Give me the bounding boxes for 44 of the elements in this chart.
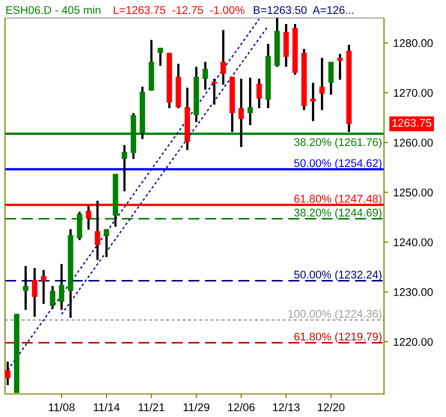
y-tick-label: 1230.00 (394, 288, 433, 296)
y-tick-label: 1220.00 (394, 338, 433, 346)
y-tick-label: 1280.00 (394, 39, 433, 48)
chart-title: ESH06.D - 405 min (6, 6, 100, 14)
candlestick (247, 76, 253, 126)
ref-line-label: 50.00% (1254.62) (294, 158, 382, 170)
candlestick (104, 228, 110, 258)
candlestick (256, 78, 262, 110)
candlestick (212, 78, 217, 106)
y-tick-label: 1240.00 (394, 238, 433, 246)
candlestick (122, 144, 128, 192)
x-tick-label: 11/21 (138, 403, 164, 412)
ref-line-label: 38.20% (1244.69) (294, 208, 382, 219)
candlestick (158, 46, 164, 67)
ref-line-label: 61.80% (1247.48) (294, 194, 382, 205)
text: B=1263.50 A=126... (254, 6, 354, 14)
candlestick (319, 56, 325, 112)
x-tick-label: 11/14 (94, 403, 120, 412)
ref-line-label: 100.00% (1224.36) (288, 310, 382, 320)
ref-line-label: 61.80% (1219.79) (294, 332, 382, 343)
candlestick (328, 60, 334, 96)
candlestick (40, 268, 46, 305)
candlestick (238, 78, 244, 148)
candlestick (22, 264, 28, 311)
candlestick (337, 52, 343, 81)
x-tick-label: 12/06 (228, 403, 255, 412)
candlestick (220, 28, 226, 86)
y-tick-label: 1270.00 (394, 88, 433, 97)
ref-line-label: 38.20% (1261.76) (294, 138, 382, 148)
y-tick-label: 1250.00 (394, 188, 433, 196)
y-tick-label: 1260.00 (394, 138, 433, 147)
candlestick (5, 360, 10, 386)
candlestick (50, 284, 56, 310)
x-tick-label: 11/08 (48, 403, 75, 412)
text: 1263.75 (392, 118, 432, 127)
candlestick (58, 262, 64, 311)
candlestick (202, 60, 208, 91)
x-tick-label: 12/13 (273, 403, 300, 412)
candlestick (310, 82, 316, 122)
ref-line-label: 50.00% (1232.24) (294, 270, 382, 281)
x-tick-label: 11/29 (184, 403, 210, 412)
candlestick (32, 266, 38, 318)
text: L=1263.75 -12.75 -1.00% (114, 6, 244, 14)
x-tick-label: 12/20 (318, 403, 344, 412)
